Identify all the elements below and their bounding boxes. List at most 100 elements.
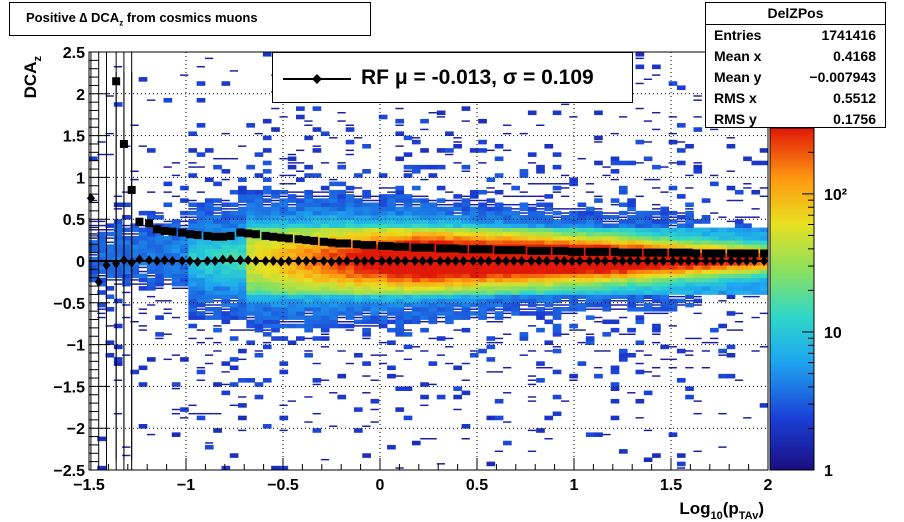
square-point (701, 249, 710, 258)
x-tick-label: 0.5 (466, 477, 488, 494)
square-point (476, 245, 485, 254)
diamond-point (94, 276, 103, 287)
diamond-point (502, 256, 511, 266)
diamond-point (443, 256, 452, 266)
diamond-point (277, 256, 286, 267)
square-point (327, 238, 336, 247)
square-point (542, 246, 551, 255)
diamond-point (178, 256, 187, 266)
diamond-point (393, 256, 402, 266)
y-tick-label: −2 (67, 421, 85, 438)
square-point (360, 241, 369, 250)
square-point (218, 232, 227, 241)
square-point (436, 244, 445, 253)
diamond-point (401, 256, 410, 266)
y-tick-label: 0.5 (63, 212, 85, 229)
square-point (269, 232, 278, 241)
y-tick-label: −1.5 (53, 379, 85, 396)
square-point (568, 247, 577, 256)
diamond-point (211, 256, 220, 266)
diamond-point (193, 256, 202, 267)
square-point (459, 245, 468, 254)
square-point (750, 249, 759, 258)
square-point (343, 239, 352, 248)
square-point (410, 243, 419, 252)
diamond-point (102, 260, 111, 271)
square-point (494, 246, 503, 255)
diamond-point (618, 256, 627, 266)
square-point (368, 241, 377, 250)
diamond-point (542, 256, 551, 266)
diamond-point (168, 256, 177, 266)
diamond-point (760, 256, 769, 266)
square-point (310, 236, 319, 245)
square-point (178, 228, 187, 237)
square-point (145, 219, 154, 228)
square-point (160, 226, 169, 235)
square-point (502, 246, 511, 255)
diamond-point (385, 256, 394, 266)
diamond-point (535, 256, 544, 266)
square-point (193, 231, 202, 240)
diamond-point (236, 255, 245, 266)
diamond-point (251, 256, 260, 266)
square-point (393, 242, 402, 251)
square-point (585, 247, 594, 256)
diamond-point (368, 256, 377, 266)
z-tick-label: 10² (824, 187, 847, 204)
diamond-point (218, 254, 227, 265)
diamond-point (244, 255, 253, 266)
diamond-point (86, 193, 95, 204)
diamond-point (734, 256, 743, 266)
square-point (593, 247, 602, 256)
diamond-point (335, 256, 344, 266)
square-point (135, 217, 144, 226)
diamond-point (327, 256, 336, 267)
x-tick-label: 1 (570, 477, 579, 494)
diamond-point (426, 256, 435, 266)
square-point (734, 249, 743, 258)
square-point (575, 247, 584, 256)
diamond-point (727, 256, 736, 266)
diamond-point (360, 256, 369, 266)
x-tick-label: 1.5 (660, 477, 682, 494)
y-tick-label: −0.5 (53, 296, 85, 313)
diamond-point (319, 256, 328, 266)
square-point (668, 248, 677, 257)
square-point (676, 248, 685, 257)
diamond-point (634, 256, 643, 266)
y-tick-label: −1 (67, 338, 85, 355)
legend-label: RF μ = -0.013, σ = 0.109 (361, 66, 594, 89)
diamond-point (651, 256, 660, 266)
diamond-point (659, 256, 668, 266)
square-point (401, 242, 410, 251)
square-point (651, 248, 660, 257)
diamond-point (684, 256, 693, 266)
diamond-point (717, 256, 726, 266)
diamond-point (377, 256, 386, 266)
square-point (185, 230, 194, 239)
diamond-point (203, 256, 212, 266)
diamond-point (185, 256, 194, 266)
square-point (426, 243, 435, 252)
square-point (509, 246, 518, 255)
square-point (335, 239, 344, 248)
diamond-point (552, 256, 561, 266)
x-tick-label: −1.5 (73, 477, 105, 494)
square-point (211, 232, 220, 241)
stats-row-rms-y: RMS y 0.1756 (714, 111, 876, 127)
diamond-point (310, 256, 319, 266)
stats-box: DelZPos Entries 1741416 Mean x 0.4168 Mean… (705, 2, 886, 128)
square-point (112, 77, 121, 86)
diamond-point (601, 256, 610, 266)
stats-row-mean-y: Mean y −0.007943 (714, 69, 876, 85)
y-tick-label: 0 (76, 254, 85, 271)
diamond-point (451, 256, 460, 266)
z-tick-label: 1 (824, 463, 833, 480)
x-axis-label: Log10(pTAv) (679, 499, 764, 522)
diamond-point (575, 256, 584, 266)
x-tick-label: 2 (764, 477, 773, 494)
square-point (352, 240, 361, 249)
square-point (692, 249, 701, 258)
diamond-point (593, 256, 602, 266)
